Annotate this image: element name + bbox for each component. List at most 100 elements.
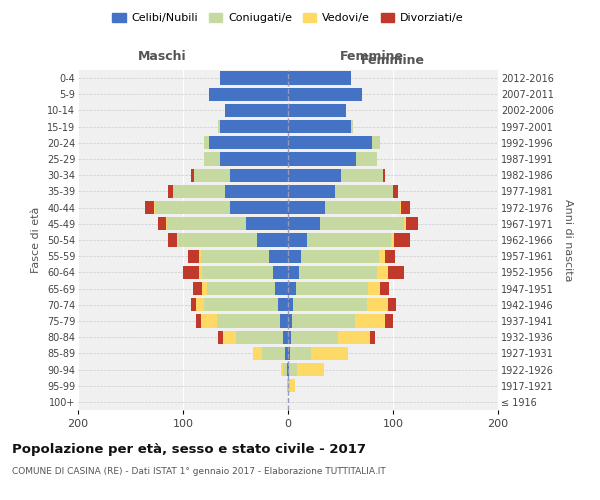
Bar xyxy=(209,136,288,149)
Bar xyxy=(218,330,223,344)
Bar xyxy=(404,217,406,230)
Bar xyxy=(320,217,404,230)
Legend: Celibi/Nubili, Coniugati/e, Vedovi/e, Divorziati/e: Celibi/Nubili, Coniugati/e, Vedovi/e, Di… xyxy=(108,8,468,28)
Bar xyxy=(199,250,201,263)
Bar xyxy=(311,346,348,360)
Bar xyxy=(220,152,288,166)
Bar xyxy=(356,152,377,166)
Bar xyxy=(288,120,351,134)
Bar xyxy=(351,120,353,134)
Bar xyxy=(269,250,288,263)
Bar xyxy=(154,201,155,214)
Bar xyxy=(199,266,202,279)
Bar xyxy=(292,314,355,328)
Bar xyxy=(283,363,287,376)
Bar xyxy=(204,136,209,149)
Bar xyxy=(201,314,217,328)
Bar xyxy=(209,88,288,101)
Bar xyxy=(225,104,288,117)
Bar xyxy=(202,266,274,279)
Text: Femmine: Femmine xyxy=(340,50,404,62)
Bar xyxy=(288,250,301,263)
Bar xyxy=(296,282,368,295)
Bar xyxy=(217,314,280,328)
Bar xyxy=(262,346,285,360)
Bar xyxy=(288,72,351,85)
Bar xyxy=(196,314,201,328)
Bar xyxy=(400,201,401,214)
Text: COMUNE DI CASINA (RE) - Dati ISTAT 1° gennaio 2017 - Elaborazione TUTTITALIA.IT: COMUNE DI CASINA (RE) - Dati ISTAT 1° ge… xyxy=(12,468,386,476)
Bar xyxy=(204,152,220,166)
Bar xyxy=(290,379,295,392)
Bar xyxy=(288,379,290,392)
Bar xyxy=(235,330,283,344)
Bar xyxy=(383,168,385,182)
Bar xyxy=(274,266,288,279)
Bar xyxy=(191,168,193,182)
Bar xyxy=(218,120,220,134)
Bar xyxy=(291,330,338,344)
Bar xyxy=(201,250,269,263)
Bar xyxy=(281,363,283,376)
Bar xyxy=(246,217,288,230)
Bar xyxy=(257,234,288,246)
Bar xyxy=(176,234,178,246)
Bar xyxy=(288,298,293,312)
Bar xyxy=(220,120,288,134)
Bar xyxy=(288,88,361,101)
Bar xyxy=(155,201,230,214)
Bar xyxy=(287,379,288,392)
Bar xyxy=(338,330,370,344)
Bar xyxy=(193,168,230,182)
Text: Maschi: Maschi xyxy=(137,50,187,62)
Bar xyxy=(355,314,385,328)
Bar xyxy=(298,363,324,376)
Bar xyxy=(173,185,225,198)
Bar xyxy=(288,330,291,344)
Bar xyxy=(288,152,356,166)
Bar xyxy=(288,314,292,328)
Bar xyxy=(288,363,289,376)
Bar xyxy=(283,330,288,344)
Bar xyxy=(275,282,288,295)
Bar xyxy=(288,201,325,214)
Bar xyxy=(288,136,372,149)
Bar xyxy=(183,266,199,279)
Bar xyxy=(178,234,257,246)
Bar xyxy=(293,298,367,312)
Text: Popolazione per età, sesso e stato civile - 2017: Popolazione per età, sesso e stato civil… xyxy=(12,442,366,456)
Bar xyxy=(288,266,299,279)
Bar xyxy=(393,185,398,198)
Bar xyxy=(401,201,410,214)
Bar xyxy=(341,168,383,182)
Bar xyxy=(307,234,391,246)
Bar xyxy=(202,282,207,295)
Bar xyxy=(299,266,377,279)
Bar xyxy=(230,168,288,182)
Bar xyxy=(167,217,246,230)
Bar xyxy=(288,168,341,182)
Bar xyxy=(188,250,199,263)
Y-axis label: Anni di nascita: Anni di nascita xyxy=(563,198,573,281)
Bar xyxy=(225,185,288,198)
Bar xyxy=(325,201,400,214)
Bar xyxy=(223,330,235,344)
Bar xyxy=(285,346,288,360)
Bar xyxy=(380,282,389,295)
Bar xyxy=(372,136,380,149)
Bar xyxy=(335,185,393,198)
Bar xyxy=(388,298,396,312)
Bar xyxy=(288,282,296,295)
Bar xyxy=(230,201,288,214)
Bar xyxy=(288,104,346,117)
Bar xyxy=(388,266,404,279)
Bar xyxy=(406,217,418,230)
Y-axis label: Fasce di età: Fasce di età xyxy=(31,207,41,273)
Bar xyxy=(368,282,380,295)
Bar xyxy=(204,298,277,312)
Bar xyxy=(288,185,335,198)
Bar xyxy=(385,314,393,328)
Bar xyxy=(168,185,173,198)
Bar xyxy=(193,282,202,295)
Bar xyxy=(290,346,311,360)
